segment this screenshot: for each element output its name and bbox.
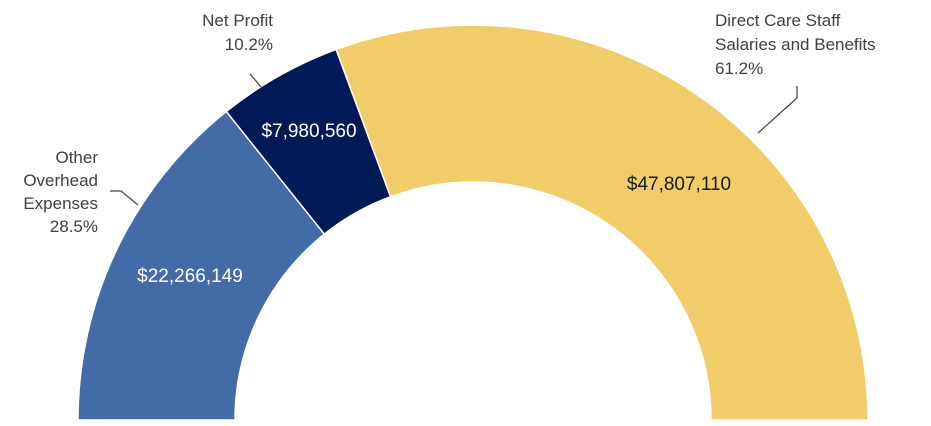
leader-line-direct-care xyxy=(757,86,798,134)
slice-direct-care xyxy=(335,24,869,421)
leader-line-net-profit xyxy=(249,73,263,89)
label-other-line3: Expenses xyxy=(23,194,98,213)
value-label-net-profit: $7,980,560 xyxy=(261,121,356,142)
label-net-profit-percent: 10.2% xyxy=(225,35,273,54)
leader-line-other xyxy=(110,190,139,206)
slice-other-overhead xyxy=(77,110,326,421)
label-direct-care-line1: Direct Care Staff xyxy=(715,11,841,30)
value-label-direct-care: $47,807,110 xyxy=(627,174,731,195)
label-direct-care-line2: Salaries and Benefits xyxy=(715,35,876,54)
label-direct-care-percent: 61.2% xyxy=(715,59,763,78)
label-other-percent: 28.5% xyxy=(50,217,98,236)
label-net-profit: Net Profit xyxy=(202,11,273,30)
label-other-line1: Other xyxy=(55,148,98,167)
value-label-other: $22,266,149 xyxy=(137,266,243,287)
label-other-line2: Overhead xyxy=(23,171,98,190)
